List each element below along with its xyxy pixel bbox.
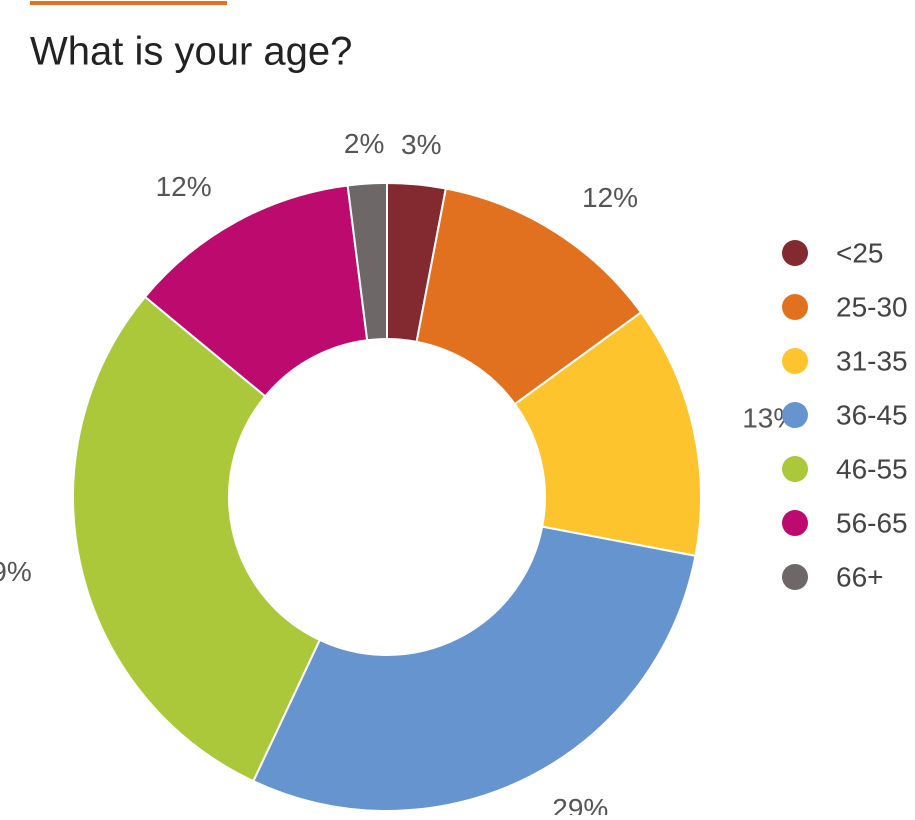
chart-title: What is your age?	[30, 30, 352, 74]
legend-swatch	[782, 402, 808, 428]
legend-swatch	[782, 510, 808, 536]
legend-label: 31-35	[836, 345, 908, 376]
donut-slice	[415, 187, 643, 406]
legend-swatch	[782, 240, 808, 266]
data-label: 3%	[401, 129, 441, 160]
accent-line	[30, 1, 227, 5]
data-label: 29%	[0, 556, 32, 587]
data-label: 12%	[156, 171, 212, 202]
legend-label: 56-65	[836, 507, 908, 538]
legend-swatch	[782, 564, 808, 590]
donut-slice	[72, 295, 322, 783]
data-label: 29%	[552, 793, 608, 815]
legend-label: 66+	[836, 561, 884, 592]
donut-slice	[251, 525, 697, 812]
legend-label: 46-55	[836, 453, 908, 484]
data-label: 2%	[344, 128, 384, 159]
donut-slice	[513, 311, 702, 558]
legend-swatch	[782, 456, 808, 482]
legend-label: 36-45	[836, 399, 908, 430]
legend-label: 25-30	[836, 291, 908, 322]
legend-label: <25	[836, 237, 884, 268]
donut-slice	[346, 181, 388, 342]
donut-slice	[143, 184, 369, 398]
legend-swatch	[782, 294, 808, 320]
data-label: 12%	[582, 182, 638, 213]
legend-swatch	[782, 348, 808, 374]
